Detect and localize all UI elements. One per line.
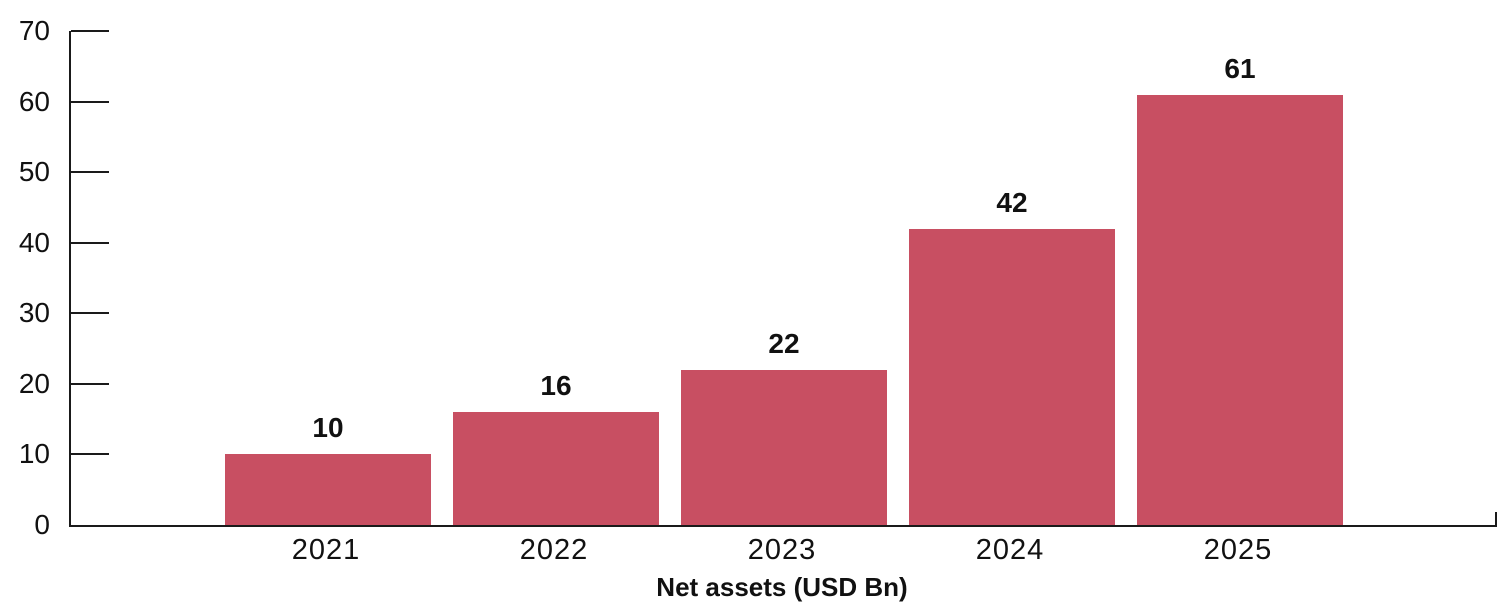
y-tick-label-70: 70 <box>18 15 50 46</box>
y-tick-label-40: 40 <box>18 226 50 258</box>
bar-value-label-2021: 10 <box>312 412 344 444</box>
x-tick-label-2024: 2024 <box>975 534 1045 566</box>
bar-value-label-2023: 22 <box>768 327 800 359</box>
y-tick-70 <box>71 30 109 32</box>
bar-2022 <box>453 412 659 525</box>
y-tick-label-0: 0 <box>34 509 50 540</box>
y-tick-30 <box>71 312 109 315</box>
y-tick-50 <box>71 171 109 174</box>
bar-value-label-2024: 42 <box>996 186 1028 218</box>
bar-value-label-2022: 16 <box>540 370 572 402</box>
y-tick-label-60: 60 <box>18 85 50 117</box>
bar-2024 <box>909 228 1115 525</box>
y-tick-20 <box>71 382 109 385</box>
x-axis-end-tick <box>1495 512 1497 525</box>
bar-2021 <box>225 454 431 525</box>
y-tick-60 <box>71 100 109 103</box>
y-tick-label-30: 30 <box>18 297 50 329</box>
bar-2023 <box>681 369 887 525</box>
y-tick-label-20: 20 <box>18 367 50 399</box>
y-tick-label-10: 10 <box>18 438 50 470</box>
x-tick-label-2021: 2021 <box>291 534 361 566</box>
x-tick-label-2023: 2023 <box>747 534 817 566</box>
y-tick-label-50: 50 <box>18 156 50 188</box>
y-tick-10 <box>71 453 109 456</box>
x-axis-title: Net assets (USD Bn) <box>656 572 908 602</box>
x-tick-label-2022: 2022 <box>519 534 589 566</box>
y-tick-40 <box>71 241 109 244</box>
plot-area: 10 16 22 42 61 <box>69 30 1497 527</box>
bar-2025 <box>1137 94 1343 525</box>
bar-value-label-2025: 61 <box>1224 52 1256 84</box>
x-tick-label-2025: 2025 <box>1203 534 1273 566</box>
